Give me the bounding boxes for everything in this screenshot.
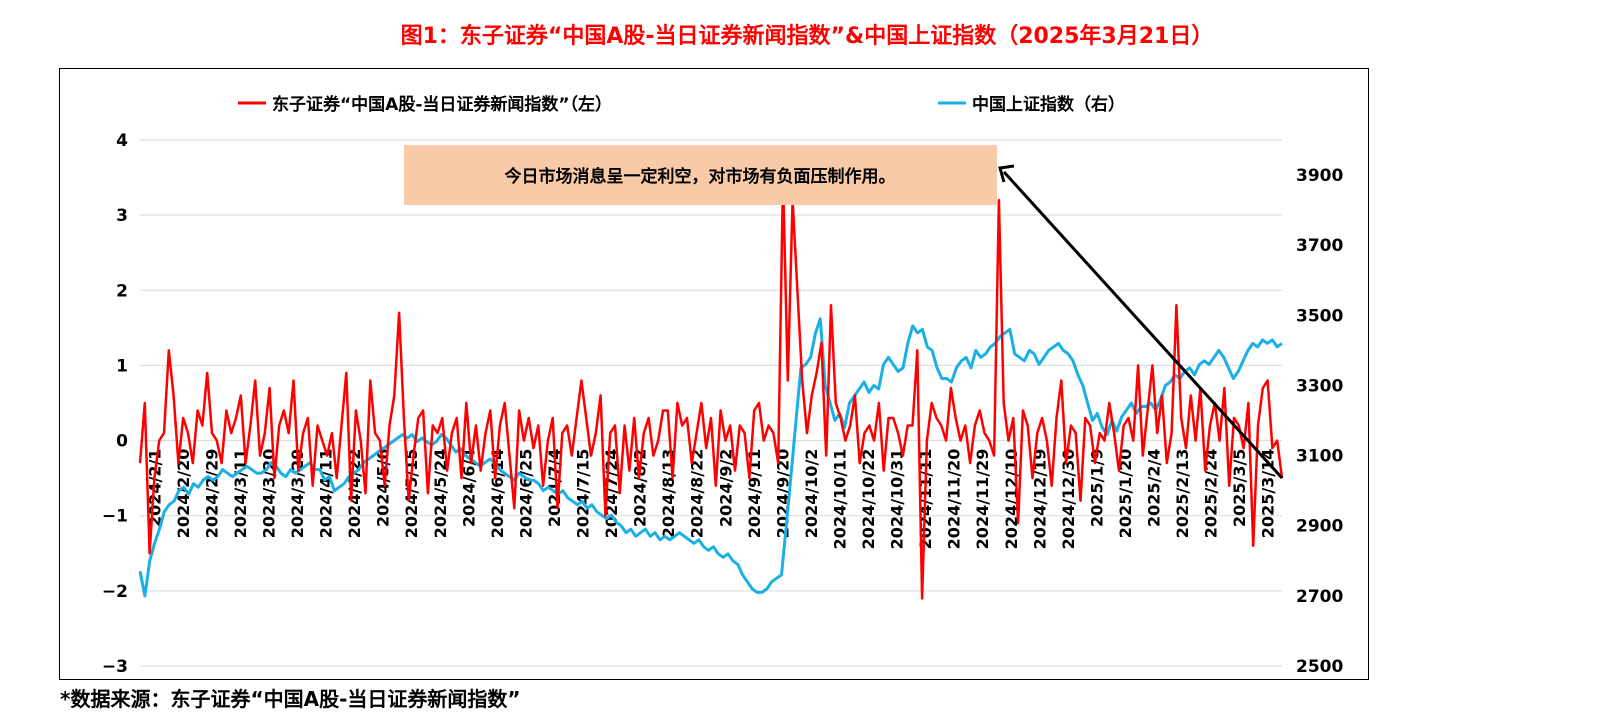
x-tick-label: 2025/3/5 — [1230, 449, 1249, 527]
right-tick-label: 3300 — [1296, 376, 1343, 396]
left-tick-label: 1 — [116, 356, 128, 376]
right-tick-label: 2700 — [1296, 587, 1343, 607]
annotation-box — [404, 145, 997, 205]
legend: 东子证券“中国A股-当日证券新闻指数”（左） 中国上证指数（右） — [238, 94, 1125, 115]
x-tick-label: 2024/3/11 — [231, 449, 250, 539]
x-tick-label: 2024/8/22 — [688, 449, 707, 539]
legend-index-label: 中国上证指数（右） — [972, 94, 1125, 115]
x-tick-label: 2024/10/22 — [859, 449, 878, 550]
x-tick-label: 2024/9/2 — [716, 449, 735, 527]
left-tick-label: 4 — [116, 131, 128, 151]
series-line — [138, 317, 1283, 598]
x-tick-label: 2024/6/25 — [516, 449, 535, 539]
x-tick-label: 2025/1/20 — [1116, 449, 1135, 539]
left-tick-label: −2 — [102, 582, 128, 602]
series-index-line — [138, 317, 1283, 598]
x-tick-label: 2024/5/24 — [431, 449, 450, 539]
left-tick-label: 3 — [116, 206, 128, 226]
x-tick-label: 2024/4/22 — [345, 449, 364, 539]
x-tick-label: 2024/10/31 — [888, 449, 907, 550]
grid-lines — [140, 139, 1282, 667]
left-tick-label: −3 — [102, 657, 128, 677]
annotation-arrow — [1002, 170, 1284, 480]
left-tick-label: 0 — [116, 432, 128, 452]
x-tick-label: 2025/2/13 — [1173, 449, 1192, 539]
x-tick-label: 2024/7/15 — [574, 449, 593, 539]
series-news-line — [138, 176, 1284, 600]
series-line — [138, 176, 1284, 600]
left-tick-label: 2 — [116, 281, 128, 301]
right-tick-label: 3500 — [1296, 306, 1343, 326]
x-tick-label: 2024/11/20 — [945, 449, 964, 550]
x-tick-label: 2024/4/11 — [317, 449, 336, 539]
x-tick-label: 2024/10/2 — [802, 449, 821, 539]
chart-title: 图1：东子证券“中国A股-当日证券新闻指数”&中国上证指数（2025年3月21日… — [400, 24, 1214, 49]
legend-news-label: 东子证券“中国A股-当日证券新闻指数”（左） — [272, 94, 612, 115]
x-tick-label: 2024/12/30 — [1059, 449, 1078, 550]
annotation-arrowhead — [998, 164, 1015, 183]
x-tick-label: 2024/8/13 — [659, 449, 678, 539]
footnote: *数据来源：东子证券“中国A股-当日证券新闻指数” — [60, 687, 521, 711]
annotation-text: 今日市场消息呈一定利空，对市场有负面压制作用。 — [505, 166, 896, 187]
x-tick-label: 2024/2/20 — [174, 449, 193, 539]
x-tick-label: 2024/8/2 — [631, 449, 650, 527]
annotation: 今日市场消息呈一定利空，对市场有负面压制作用。 — [404, 145, 1284, 480]
right-tick-label: 3100 — [1296, 447, 1343, 467]
x-tick-label: 2025/1/9 — [1087, 449, 1106, 527]
x-tick-label: 2024/6/4 — [459, 449, 478, 527]
x-tick-label: 2024/5/6 — [374, 449, 393, 527]
x-tick-label: 2024/11/29 — [973, 449, 992, 550]
x-tick-label: 2025/3/14 — [1259, 449, 1278, 539]
x-tick-label: 2024/10/11 — [830, 449, 849, 550]
right-tick-label: 2500 — [1296, 657, 1343, 677]
x-tick-label: 2024/12/19 — [1030, 449, 1049, 550]
right-tick-label: 3900 — [1296, 166, 1343, 186]
right-axis-ticks: 3900 3700 3500 3300 3100 2900 2700 2500 — [1296, 166, 1343, 677]
right-tick-label: 3700 — [1296, 236, 1343, 256]
chart-frame — [59, 68, 1369, 680]
right-tick-label: 2900 — [1296, 517, 1343, 537]
x-tick-label: 2024/2/29 — [202, 449, 221, 539]
left-tick-label: −1 — [102, 507, 128, 527]
left-axis-ticks: 4 3 2 1 0 −1 −2 −3 — [102, 131, 128, 677]
x-tick-label: 2025/2/4 — [1145, 449, 1164, 527]
